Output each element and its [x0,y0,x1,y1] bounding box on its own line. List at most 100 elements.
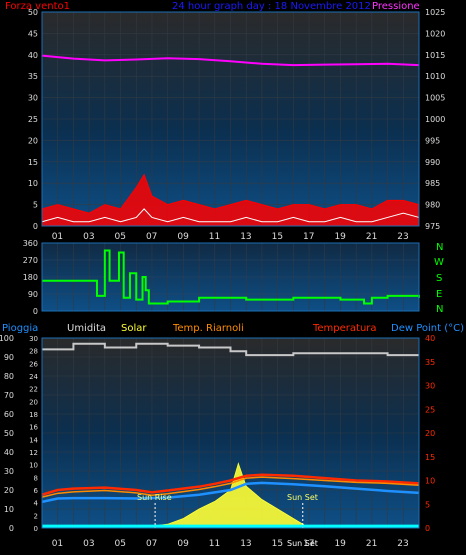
y-tick-humidity: 20 [4,486,14,495]
x-tick-bottom-11: 11 [209,539,220,549]
dewpoint-series [41,481,420,504]
series-layer [41,54,420,529]
gust-series [41,208,420,223]
y-tick-humidity: 100 [0,334,14,343]
y-tick-wind: 0 [33,222,38,231]
y-tick-wind: 10 [28,179,38,188]
x-tick-top-07: 07 [146,232,157,242]
y-tick-humidity: 60 [4,410,14,419]
y-tick-wind: 40 [28,51,38,60]
y-tick-pressure: 990 [425,158,440,167]
wind-speed-label: Forza vento1 [5,1,70,12]
y-tick-direction: 0 [33,307,38,316]
wind-speed-series [41,173,420,227]
y-tick-wind: 5 [33,201,38,210]
y-tick-temperature: 40 [425,334,435,343]
direction-letter-n-bottom: N [436,304,443,315]
x-tick-bottom-19: 19 [334,539,346,549]
temperature-series [41,473,420,496]
y-tick-humidity: 80 [4,372,14,381]
direction-letter-s: S [436,273,442,284]
x-tick-top-17: 17 [303,232,314,242]
y-tick-wind: 30 [28,94,38,103]
y-tick-rain: 14 [29,436,38,444]
y-tick-rain: 20 [29,398,38,406]
y-tick-rain: 28 [29,348,38,356]
x-tick-bottom-17: 17 [303,539,314,549]
x-tick-bottom-15: 15 [272,539,283,549]
x-tick-top-09: 09 [177,232,189,242]
solar-series [136,462,311,529]
y-tick-rain: 22 [29,386,38,394]
y-tick-rain: 6 [34,487,39,495]
y-tick-wind: 50 [28,8,38,17]
y-tick-rain: 24 [29,373,38,381]
chart-title: 24 hour graph day : 18 Novembre 2012 [172,1,371,12]
x-tick-bottom-01: 01 [52,539,63,549]
temp-riarnoli-series [41,476,420,498]
y-tick-rain: 18 [29,411,38,419]
x-tick-top-03: 03 [83,232,94,242]
y-tick-wind: 15 [28,158,38,167]
y-tick-pressure: 1000 [425,115,445,124]
panel-bottom-border [41,337,420,529]
y-tick-pressure: 1020 [425,29,445,38]
x-tick-top-21: 21 [366,232,377,242]
direction-letter-e: E [436,289,442,300]
y-tick-temperature: 0 [425,524,430,533]
y-tick-humidity: 0 [9,524,14,533]
y-tick-humidity: 90 [4,353,14,362]
y-tick-pressure: 985 [425,179,440,188]
direction-letter-n-top: N [436,242,443,253]
y-tick-rain: 26 [29,360,38,368]
y-tick-pressure: 995 [425,136,440,145]
sun-rise-label: Sun Rise [137,493,172,502]
y-tick-temperature: 30 [425,382,435,391]
y-tick-humidity: 50 [4,429,14,438]
y-tick-humidity: 30 [4,467,14,476]
solar-label: Solar [121,323,147,334]
y-tick-wind: 20 [28,136,38,145]
x-tick-top-01: 01 [52,232,63,242]
pressure-series [41,54,420,67]
y-tick-rain: 30 [29,335,38,343]
sun-set-axis-label: Sun Set [287,539,318,548]
direction-letter-w: W [434,257,444,268]
x-tick-top-05: 05 [115,232,126,242]
x-tick-top-13: 13 [240,232,251,242]
x-tick-bottom-21: 21 [366,539,377,549]
y-tick-pressure: 1010 [425,72,445,81]
x-tick-top-19: 19 [334,232,346,242]
y-tick-direction: 270 [23,256,38,265]
y-tick-rain: 10 [29,462,38,470]
dewpoint-label: Dew Point (°C) [391,323,464,334]
y-tick-wind: 35 [28,72,38,81]
panel-top-border [41,11,420,227]
y-tick-pressure: 1005 [425,94,445,103]
y-tick-rain: 16 [29,424,38,432]
x-tick-bottom-07: 07 [146,539,157,549]
y-tick-direction: 180 [23,273,38,282]
y-tick-humidity: 40 [4,448,14,457]
y-tick-pressure: 975 [425,222,440,231]
temperature-label: Temperatura [312,323,377,334]
x-tick-bottom-09: 09 [177,539,189,549]
y-tick-temperature: 5 [425,500,430,509]
y-tick-rain: 12 [29,449,38,457]
x-tick-top-11: 11 [209,232,220,242]
y-tick-humidity: 70 [4,391,14,400]
y-tick-pressure: 980 [425,201,440,210]
y-tick-temperature: 25 [425,405,435,414]
y-tick-temperature: 10 [425,477,435,486]
sun-set-label: Sun Set [287,493,318,502]
y-tick-temperature: 15 [425,453,435,462]
y-tick-direction: 360 [23,239,38,248]
y-tick-pressure: 1015 [425,51,445,60]
x-tick-bottom-13: 13 [240,539,251,549]
wind-direction-series [42,249,420,305]
temp-riarnoli-label: Temp. Riarnoli [172,323,244,334]
y-tick-wind: 45 [28,29,38,38]
